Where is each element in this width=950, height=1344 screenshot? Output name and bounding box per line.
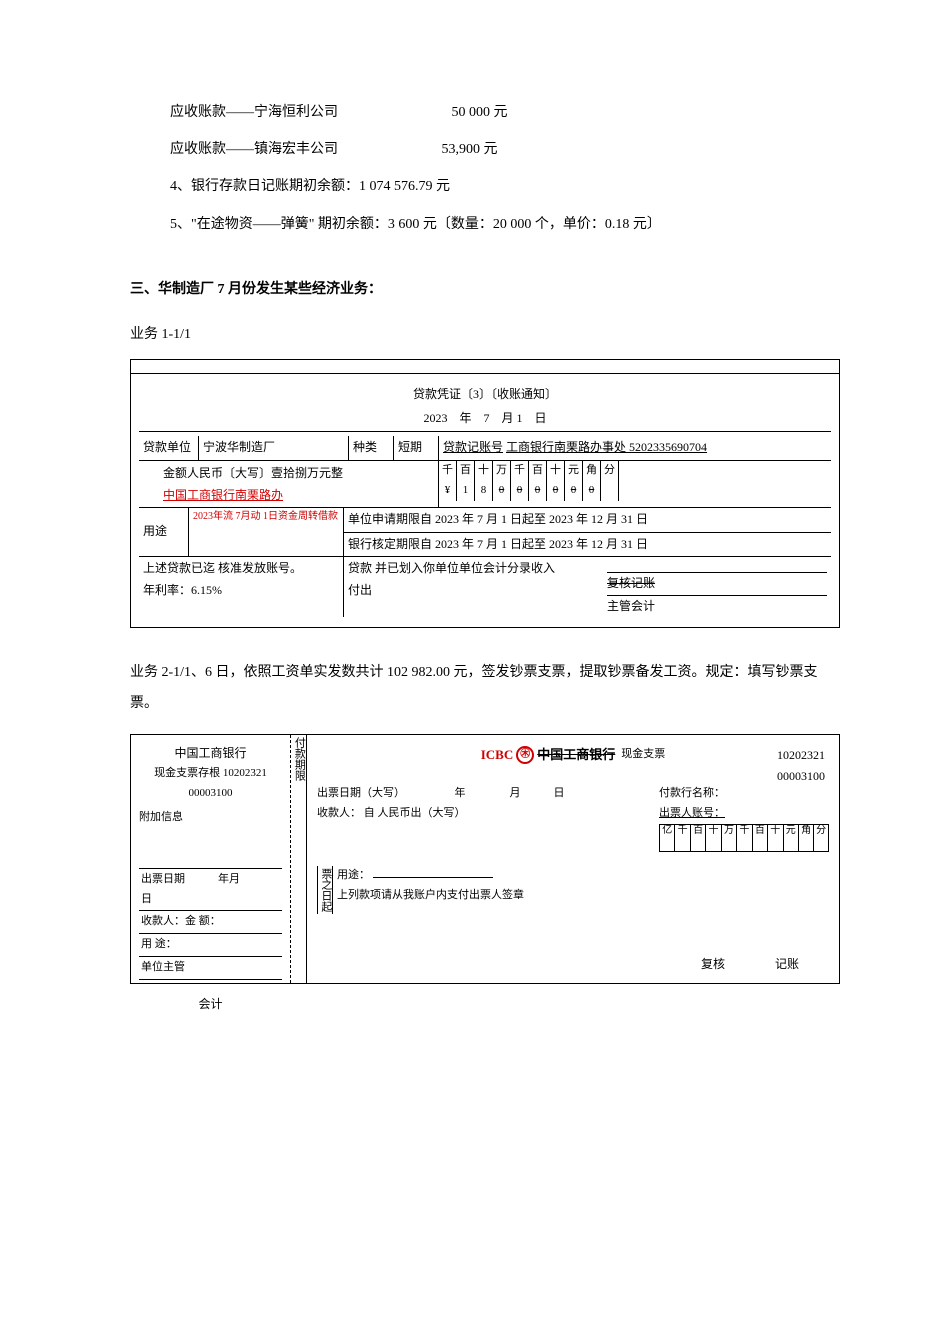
recv-name-1: 应收账款——宁海恒利公司 — [170, 105, 338, 120]
borrower-value: 宁波华制造厂 — [199, 436, 349, 460]
use-red: 2023年流 7月动 1日资金周转借款 — [189, 508, 344, 556]
use-label: 用途 — [139, 508, 189, 556]
line-4: 4、银行存款日记账期初余额：1 074 576.79 元 — [130, 174, 840, 199]
sig-review: 复核 — [701, 954, 725, 976]
drawer-acct-label: 出票人账号： — [659, 804, 829, 824]
note-left-b: 年利率：6.15% — [143, 580, 339, 602]
stub-extra: 附加信息 — [139, 808, 282, 828]
cash-cheque: 中国工商银行 现金支票存根 10202321 00003100 附加信息 出票日… — [130, 734, 840, 984]
voucher-row-3: 用途 2023年流 7月动 1日资金周转借款 单位申请期限自 2023 年 7 … — [139, 508, 831, 557]
acct-value: 工商银行南栗路办事处 5202335690704 — [506, 440, 707, 454]
borrower-label: 贷款单位 — [139, 436, 199, 460]
stub-mgr: 单位主管 — [139, 957, 282, 980]
voucher-date: 2023 年 7 月 1 日 — [139, 408, 831, 433]
type-value: 短期 — [394, 436, 439, 460]
loan-voucher: 贷款凭证〔3〕〔收账通知〕 2023 年 7 月 1 日 贷款单位 宁波华制造厂… — [130, 359, 840, 628]
footer-a: 复核记账 — [607, 572, 827, 595]
type-label: 种类 — [349, 436, 394, 460]
cheque-sig-row: 复核 记账 — [317, 954, 829, 976]
section-3-head: 三、华制造厂 7 月份发生某些经济业务： — [130, 277, 840, 302]
payee-line: 收款人： 自 人民币出（大写） — [317, 804, 653, 824]
vert-label-2: 票之日起 — [317, 866, 333, 914]
cheque-title-row: ICBC ㊍ 中国工商银行 现金支票 — [317, 743, 829, 766]
stub-date: 出票日期 年月 日 — [139, 869, 282, 912]
recv-amt-2: 53,900 元 — [442, 137, 498, 162]
apply-period: 单位申请期限自 2023 年 7 月 1 日起至 2023 年 12 月 31 … — [344, 508, 831, 533]
cheque-right-num: 10202321 00003100 — [777, 745, 825, 788]
icbc-mark-icon: ㊍ — [516, 746, 534, 764]
voucher-row-2: 金额人民币〔大写〕壹拾捌万元整 中国工商银行南栗路办 千 百 十 万 千 百 十… — [139, 461, 831, 508]
stub-payee: 收款人：金 额： — [139, 911, 282, 934]
cheque-digit-grid: 亿 千 百 十 万 千 百 十 元 角 分 — [659, 824, 829, 852]
note-left-a: 上述贷款已迄 核准发放账号。 — [143, 558, 339, 580]
task-1-label: 业务 1-1/1 — [130, 322, 840, 347]
stamp-line: 上列款项请从我账户内支付出票人签章 — [337, 886, 829, 906]
cheque-main: ICBC ㊍ 中国工商银行 现金支票 10202321 00003100 出票日… — [307, 735, 839, 983]
cheque-use-label: 用途： — [337, 869, 370, 881]
icbc-logo: ICBC ㊍ 中国工商银行 — [481, 743, 616, 766]
bank-period: 银行核定期限自 2023 年 7 月 1 日起至 2023 年 12 月 31 … — [344, 533, 831, 557]
cheque-stub: 中国工商银行 现金支票存根 10202321 00003100 附加信息 出票日… — [131, 735, 291, 983]
voucher-row-4: 上述贷款已迄 核准发放账号。 年利率：6.15% 贷款 并已划入你单位单位会计分… — [139, 557, 831, 617]
recv-name-2: 应收账款——镇海宏丰公司 — [170, 142, 338, 157]
recv-amt-1: 50 000 元 — [452, 100, 508, 125]
stub-table: 出票日期 年月 日 收款人：金 额： 用 途： 单位主管 — [139, 868, 282, 980]
vert-label-1: 付款期限 — [291, 735, 307, 983]
footer-b: 主管会计 — [607, 595, 827, 618]
line-5: 5、"在途物资——弹簧" 期初余额：3 600 元〔数量：20 000 个，单价… — [130, 212, 840, 237]
amount-text: 金额人民币〔大写〕壹拾捌万元整 — [163, 466, 343, 480]
cheque-type: 现金支票 — [621, 745, 665, 765]
acct-cell: 贷款记账号 工商银行南栗路办事处 5202335690704 — [439, 436, 831, 460]
stub-root: 现金支票存根 10202321 — [139, 764, 282, 784]
stub-acct: 会计 — [139, 994, 282, 1016]
amount-digit-header: 千 百 十 万 千 百 十 元 角 分 — [439, 461, 831, 481]
stub-bank: 中国工商银行 — [139, 743, 282, 765]
task-2-text: 业务 2-1/1、6 日，依照工资单实发数共计 102 982.00 元，签发钞… — [130, 658, 840, 720]
amount-digit-values: ¥ 1 8 0 0 0 0 0 0 — [439, 481, 831, 501]
voucher-row-1: 贷款单位 宁波华制造厂 种类 短期 贷款记账号 工商银行南栗路办事处 52023… — [139, 436, 831, 461]
red-bank-stamp: 中国工商银行南栗路办 — [163, 488, 283, 502]
stub-num: 00003100 — [139, 784, 282, 804]
receivable-line-1: 应收账款——宁海恒利公司 50 000 元 — [130, 100, 840, 125]
stub-use: 用 途： — [139, 934, 282, 957]
voucher-title: 贷款凭证〔3〕〔收账通知〕 — [139, 384, 831, 406]
acct-label: 贷款记账号 — [443, 440, 503, 454]
receivable-line-2: 应收账款——镇海宏丰公司 53,900 元 — [130, 137, 840, 162]
issue-date: 出票日期（大写） 年 月 日 — [317, 784, 653, 804]
sig-record: 记账 — [775, 954, 799, 976]
